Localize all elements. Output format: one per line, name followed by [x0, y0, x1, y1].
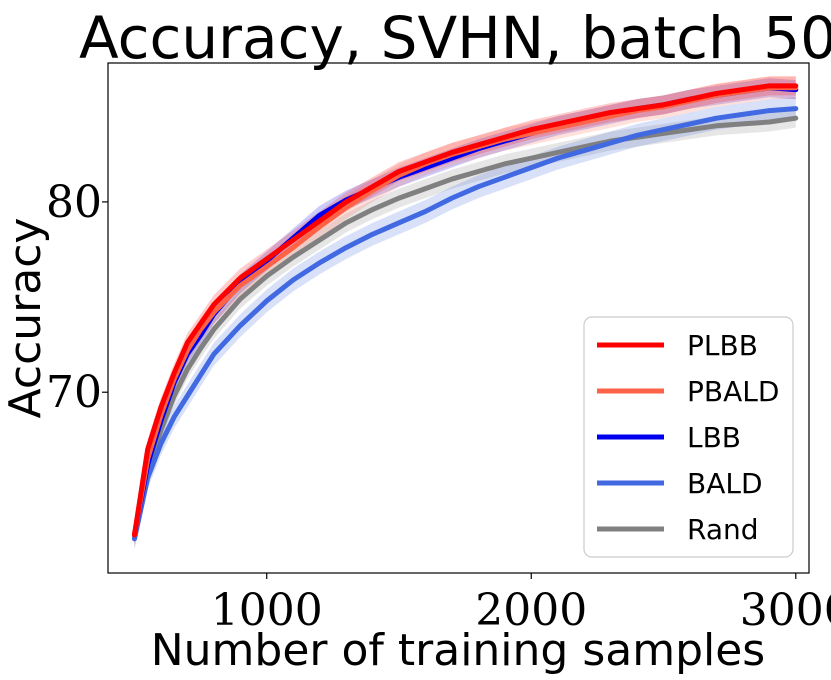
series-lines: [131, 83, 799, 542]
x-axis-ticks: 1000 2000 3000: [211, 573, 831, 636]
series-line-rand: [131, 115, 799, 542]
series-line-bald: [131, 106, 799, 542]
y-tick-label: 70: [46, 367, 102, 418]
band-bald: [134, 97, 796, 551]
legend: PLBB PBALD LBB BALD Rand: [583, 316, 794, 558]
x-tick-label: 1000: [211, 585, 323, 636]
legend-label-pbald: PBALD: [687, 375, 779, 408]
legend-label-bald: BALD: [687, 467, 763, 500]
x-tick-label: 2000: [475, 585, 587, 636]
series-line-plbb: [131, 83, 799, 538]
x-axis-label: Number of training samples: [151, 625, 765, 676]
legend-box: [583, 316, 794, 558]
confidence-bands: [134, 76, 796, 551]
y-tick-label: 80: [46, 177, 102, 228]
y-axis-label: Accuracy: [0, 218, 51, 419]
plot-area-frame: [107, 62, 810, 574]
legend-label-lbb: LBB: [687, 421, 741, 454]
legend-label-plbb: PLBB: [687, 329, 758, 362]
y-axis-ticks: 70 80: [46, 177, 108, 418]
chart-title: Accuracy, SVHN, batch 50: [79, 4, 831, 72]
legend-label-rand: Rand: [687, 513, 759, 546]
x-tick-label: 3000: [740, 585, 831, 636]
